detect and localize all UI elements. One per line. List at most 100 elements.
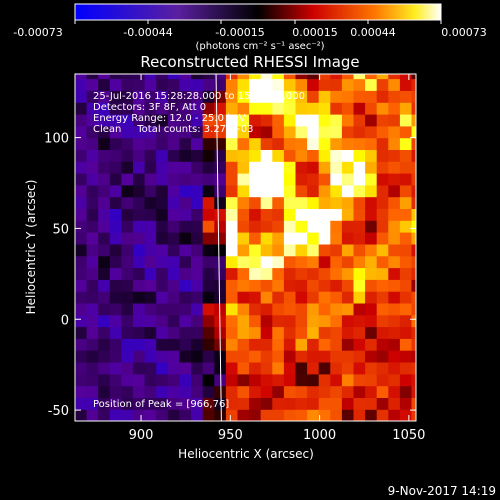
heatmap-cell xyxy=(307,255,320,269)
heatmap-cell xyxy=(283,161,297,174)
detectors-annotation: Detectors: 3F 8F, Att 0 xyxy=(93,102,206,113)
heatmap-cell xyxy=(399,397,413,410)
heatmap-cell xyxy=(295,102,308,115)
heatmap-cell xyxy=(365,90,378,103)
heatmap-cell xyxy=(249,409,262,421)
heatmap-cell xyxy=(260,255,273,269)
heatmap-cell xyxy=(399,267,413,280)
heatmap-cell xyxy=(411,373,416,387)
heatmap-cell xyxy=(144,114,157,127)
heatmap-cell xyxy=(109,90,122,103)
heatmap-cell xyxy=(388,362,401,375)
heatmap-cell xyxy=(167,90,180,103)
heatmap-cell xyxy=(109,78,122,91)
heatmap-cell xyxy=(214,184,227,198)
heatmap-cell xyxy=(202,409,215,421)
heatmap-cell xyxy=(98,267,111,280)
heatmap-cell xyxy=(411,385,416,398)
heatmap-cell xyxy=(109,362,122,375)
heatmap-cell xyxy=(167,161,180,174)
heatmap-cell xyxy=(388,74,401,80)
heatmap-cell xyxy=(144,385,157,398)
heatmap-cell xyxy=(156,149,169,162)
colorbar-units: (photons cm⁻² s⁻¹ asec⁻²) xyxy=(195,41,324,52)
heatmap-cell xyxy=(260,385,273,398)
heatmap-cell xyxy=(191,90,204,103)
heatmap-cell xyxy=(237,74,250,80)
heatmap-cell xyxy=(179,208,192,221)
heatmap-cell xyxy=(144,409,157,421)
heatmap-cell xyxy=(249,232,262,245)
heatmap-cell xyxy=(411,114,416,127)
heatmap-cell xyxy=(330,208,343,221)
heatmap-cell xyxy=(179,184,192,198)
heatmap-cell xyxy=(98,291,111,304)
heatmap-cell xyxy=(272,362,285,375)
heatmap-cell xyxy=(388,196,401,209)
heatmap-cell xyxy=(156,125,169,139)
heatmap-cell xyxy=(156,173,169,186)
heatmap-cell xyxy=(202,243,215,257)
heatmap-cell xyxy=(318,149,331,162)
heatmap-cell xyxy=(376,161,389,174)
heatmap-cell xyxy=(307,314,320,328)
heatmap-cell xyxy=(202,232,215,245)
heatmap-cell xyxy=(341,350,355,363)
heatmap-cell xyxy=(283,338,297,351)
heatmap-cell xyxy=(109,326,122,339)
heatmap-cell xyxy=(388,90,401,103)
heatmap-cell xyxy=(86,78,99,91)
heatmap-cell xyxy=(307,149,320,162)
heatmap-cell xyxy=(376,267,389,280)
heatmap-cell xyxy=(237,173,250,186)
heatmap-cell xyxy=(214,74,227,80)
heatmap-cell xyxy=(237,137,250,150)
heatmap-cell xyxy=(109,196,122,209)
heatmap-cell xyxy=(75,397,88,410)
heatmap-cell xyxy=(202,362,215,375)
x-axis: 900 950 1000 1050 xyxy=(129,74,425,443)
heatmap-cell xyxy=(214,232,227,245)
heatmap-cell xyxy=(225,161,239,174)
heatmap-cell xyxy=(237,149,250,162)
heatmap-cell xyxy=(249,243,262,257)
heatmap-cell xyxy=(156,232,169,245)
heatmap-cell xyxy=(249,184,262,198)
heatmap-cell xyxy=(330,279,343,292)
heatmap-cell xyxy=(249,102,262,115)
heatmap-cell xyxy=(156,114,169,127)
heatmap-cell xyxy=(376,302,389,316)
heatmap-cell xyxy=(121,90,134,103)
heatmap-cell xyxy=(202,102,215,115)
heatmap-cell xyxy=(365,255,378,269)
heatmap-cell xyxy=(330,102,343,115)
heatmap-cell xyxy=(411,74,416,80)
heatmap-cell xyxy=(214,267,227,280)
heatmap-cell xyxy=(156,90,169,103)
heatmap-cell xyxy=(133,173,146,186)
heatmap-cell xyxy=(272,255,285,269)
heatmap-cell xyxy=(399,279,413,292)
heatmap-cell xyxy=(341,409,355,421)
heatmap-cell xyxy=(75,184,88,198)
heatmap-cell xyxy=(109,208,122,221)
heatmap-cell xyxy=(121,350,134,363)
heatmap-cell xyxy=(249,314,262,328)
heatmap-cell xyxy=(133,114,146,127)
heatmap-cell xyxy=(353,78,366,91)
heatmap-cell xyxy=(109,74,122,80)
heatmap-cell xyxy=(121,373,134,387)
heatmap-cell xyxy=(133,78,146,91)
heatmap-cell xyxy=(121,314,134,328)
heatmap-cell xyxy=(283,279,297,292)
heatmap-cell xyxy=(376,90,389,103)
heatmap-cell xyxy=(249,255,262,269)
heatmap-cell xyxy=(365,208,378,221)
heatmap-cell xyxy=(260,208,273,221)
heatmap-cell xyxy=(376,326,389,339)
heatmap-cell xyxy=(353,279,366,292)
heatmap-cell xyxy=(411,208,416,221)
colorbar-tick-label: -0.00073 xyxy=(13,26,62,39)
heatmap-cell xyxy=(179,326,192,339)
heatmap-cell xyxy=(86,291,99,304)
